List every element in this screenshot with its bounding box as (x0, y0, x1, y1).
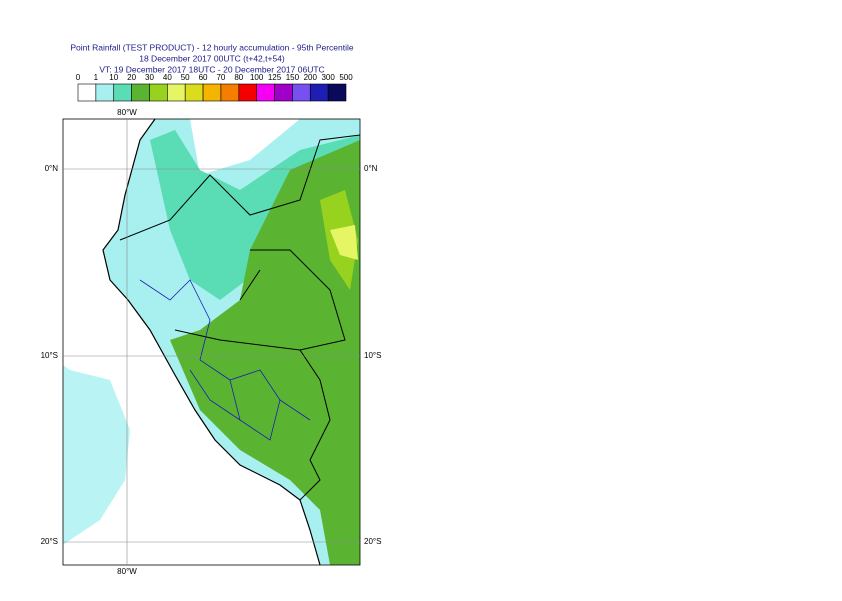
coastline (102, 118, 321, 566)
lat-label: 0°N (45, 164, 59, 173)
legend-swatch (149, 83, 168, 102)
legend-label: 100 (250, 73, 264, 82)
legend-label: 60 (199, 73, 208, 82)
legend-label: 80 (234, 73, 243, 82)
legend-swatch (202, 83, 222, 102)
legend-label: 300 (321, 73, 335, 82)
title-line: Point Rainfall (TEST PRODUCT) - 12 hourl… (70, 42, 354, 52)
legend-label: 1 (94, 73, 99, 82)
legend-label: 500 (339, 73, 353, 82)
legend-swatch (184, 83, 204, 102)
rain-area (330, 225, 358, 260)
legend-label: 30 (145, 73, 154, 82)
legend-label: 40 (163, 73, 172, 82)
legend-label: 10 (109, 73, 118, 82)
legend-label: 150 (286, 73, 300, 82)
legend-swatch (95, 83, 115, 102)
legend-label: 200 (304, 73, 318, 82)
country-border (119, 134, 361, 501)
legend-swatch (113, 83, 132, 102)
legend-label: 0 (76, 73, 81, 82)
lon-label: 80°W (117, 567, 137, 576)
legend-swatch (238, 83, 257, 102)
legend-swatch (309, 83, 329, 102)
legend-swatch (167, 83, 186, 102)
map-frame (62, 118, 361, 566)
legend-swatch (256, 83, 275, 102)
lat-label: 20°S (41, 537, 58, 546)
legend-swatch (131, 83, 150, 102)
lat-label: 0°N (364, 164, 378, 173)
lat-label: 10°S (41, 351, 58, 360)
legend-swatch (292, 83, 311, 102)
rain-area (170, 140, 360, 565)
legend-label: 125 (268, 73, 282, 82)
legend-label: 70 (216, 73, 225, 82)
legend-swatch (77, 83, 97, 102)
title-line: 18 December 2017 00UTC (t+42,t+54) (139, 53, 285, 63)
region-border (139, 279, 311, 441)
legend-label: 20 (127, 73, 136, 82)
rain-area (63, 365, 130, 545)
legend-swatch (327, 83, 347, 102)
lat-label: 10°S (364, 351, 381, 360)
legend-swatch (220, 83, 240, 102)
legend-swatch (274, 83, 293, 102)
lon-label: 80°W (117, 108, 137, 117)
title-line: VT: 19 December 2017 18UTC - 20 December… (99, 64, 324, 74)
map (62, 118, 361, 566)
legend-label: 50 (181, 73, 190, 82)
lat-label: 20°S (364, 537, 381, 546)
